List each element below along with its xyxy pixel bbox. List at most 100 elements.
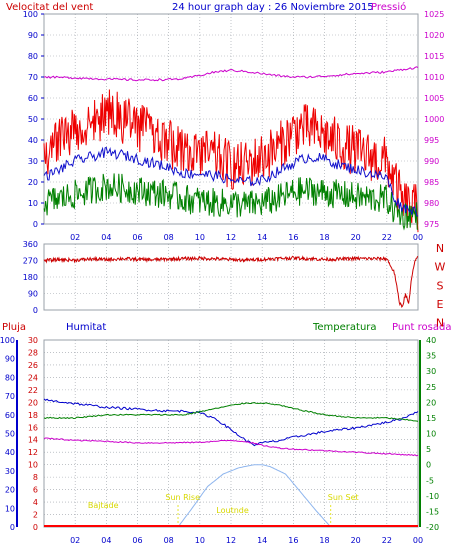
x-tick-label: 14: [257, 536, 267, 544]
rain-tick-label: 26: [28, 361, 38, 370]
sunset-label: Sun Set: [328, 493, 359, 502]
series-layer: [43, 66, 419, 528]
temperature-tick-label: 0: [426, 461, 431, 470]
pressure-y-tick-label: 1005: [424, 94, 444, 103]
rain-tick-label: 28: [28, 348, 38, 357]
compass-label: W: [435, 261, 446, 274]
humidity-tick-label: 10: [5, 504, 15, 513]
rain-tick-label: 30: [28, 336, 38, 345]
x-tick-label: 18: [319, 233, 329, 242]
compass-label: E: [437, 298, 444, 311]
x-tick-label: 06: [132, 233, 142, 242]
x-tick-label: 08: [164, 536, 174, 544]
temperature-tick-label: -5: [426, 476, 434, 485]
series-sun-elevation: [177, 464, 332, 528]
series-wind-speed: [43, 89, 419, 233]
direction-y-tick-label: 270: [23, 257, 38, 266]
x-tick-label: 04: [101, 536, 111, 544]
humidity-axis-title: Humitat: [66, 322, 106, 333]
x-tick-label: 10: [195, 233, 205, 242]
direction-y-tick-label: 180: [23, 273, 38, 282]
humidity-tick-label: 60: [5, 411, 15, 420]
pressure-y-tick-label: 985: [424, 178, 439, 187]
x-tick-label: 22: [382, 233, 392, 242]
humidity-tick-label: 40: [5, 448, 15, 457]
series-wind-direction: [43, 255, 419, 308]
rain-tick-label: 16: [28, 423, 38, 432]
x-tick-label: 10: [195, 536, 205, 544]
midday-label: Loutnde: [216, 506, 249, 515]
temperature-tick-label: 15: [426, 414, 436, 423]
sunrise-label: Sun Rise: [165, 493, 200, 502]
humidity-tick-label: 0: [10, 523, 15, 532]
direction-y-tick-label: 90: [28, 290, 38, 299]
humidity-tick-label: 80: [5, 373, 15, 382]
x-tick-label: 06: [132, 536, 142, 544]
temperature-tick-label: 10: [426, 430, 436, 439]
temperature-tick-label: -10: [426, 492, 439, 501]
pressure-y-tick-label: 975: [424, 220, 439, 229]
rain-axis-title: Pluja: [2, 322, 26, 333]
compass-label: N: [436, 317, 444, 330]
rain-tick-label: 14: [28, 436, 38, 445]
humidity-tick-label: 70: [5, 392, 15, 401]
wind-y-tick-label: 20: [28, 178, 38, 187]
x-tick-label: 22: [382, 536, 392, 544]
x-tick-label: 20: [351, 233, 361, 242]
temperature-tick-label: 5: [426, 445, 431, 454]
wind-y-tick-label: 50: [28, 115, 38, 124]
humidity-tick-label: 90: [5, 355, 15, 364]
pressure-y-tick-label: 1025: [424, 10, 444, 19]
rain-tick-label: 6: [33, 486, 38, 495]
x-tick-label: 12: [226, 233, 236, 242]
humidity-tick-label: 100: [0, 336, 15, 345]
x-tick-label: 02: [70, 233, 80, 242]
pressure-y-tick-label: 1000: [424, 115, 444, 124]
temperature-tick-label: -20: [426, 523, 439, 532]
temperature-tick-label: 25: [426, 383, 436, 392]
wind-y-tick-label: 40: [28, 136, 38, 145]
x-tick-label: 08: [164, 233, 174, 242]
pressure-y-tick-label: 1020: [424, 31, 444, 40]
series-dew-point: [43, 437, 419, 457]
series-temperature: [43, 402, 419, 422]
pressure-y-tick-label: 995: [424, 136, 439, 145]
pressure-y-tick-label: 1015: [424, 52, 444, 61]
x-tick-label: 00: [413, 536, 423, 544]
x-tick-label: 02: [70, 536, 80, 544]
rain-tick-label: 12: [28, 448, 38, 457]
wind-y-tick-label: 0: [33, 220, 38, 229]
wind-axis-title: Velocitat del vent: [6, 2, 93, 13]
rain-tick-label: 10: [28, 461, 38, 470]
x-tick-label: 16: [288, 233, 298, 242]
pressure-axis-title: Pressió: [371, 1, 406, 13]
series-gust: [43, 146, 419, 217]
x-tick-label: 00: [413, 233, 423, 242]
series-wind-average: [43, 173, 419, 231]
pressure-y-tick-label: 980: [424, 199, 439, 208]
wind-y-tick-label: 80: [28, 52, 38, 61]
graph-title: 24 hour graph day : 26 Noviembre 2015: [172, 2, 374, 13]
temperature-tick-label: 30: [426, 367, 436, 376]
compass-label: N: [436, 242, 444, 255]
rain-tick-label: 24: [28, 373, 38, 382]
x-tick-label: 14: [257, 233, 267, 242]
temperature-tick-label: 35: [426, 352, 436, 361]
rain-tick-label: 18: [28, 411, 38, 420]
temperature-tick-label: 20: [426, 398, 436, 407]
direction-y-tick-label: 360: [23, 240, 38, 249]
humidity-tick-label: 20: [5, 486, 15, 495]
rain-tick-label: 0: [33, 523, 38, 532]
wind-y-tick-label: 100: [23, 10, 38, 19]
rain-tick-label: 22: [28, 386, 38, 395]
rain-tick-label: 4: [33, 498, 38, 507]
wind-y-tick-label: 90: [28, 31, 38, 40]
series-humidity: [43, 398, 419, 447]
humidity-tick-label: 30: [5, 467, 15, 476]
dawn-label: Bajtade: [88, 501, 119, 510]
pressure-y-tick-label: 990: [424, 157, 439, 166]
compass-label: S: [437, 279, 444, 292]
pressure-y-tick-label: 1010: [424, 73, 444, 82]
